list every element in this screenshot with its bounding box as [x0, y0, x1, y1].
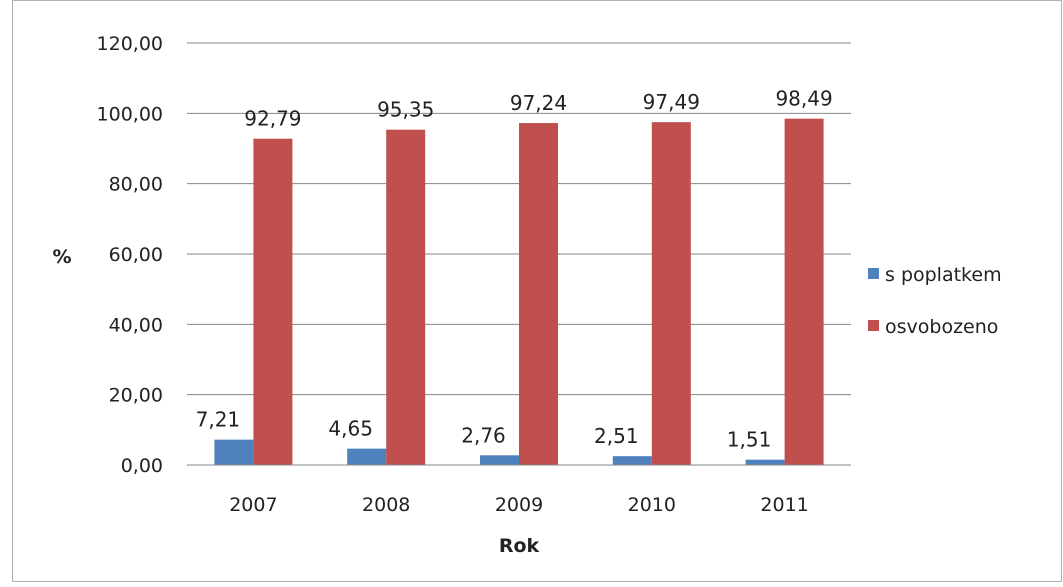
- bar-s-poplatkem-2010: [612, 456, 652, 465]
- bar-osvobozeno-2010: [651, 122, 691, 466]
- data-label: 1,51: [727, 428, 772, 452]
- x-axis-ticks: 2007 2008 2009 2010 2011: [229, 494, 809, 516]
- y-axis-ticks: 0,00 20,00 40,00 60,00 80,00 100,00 120,00: [97, 33, 163, 477]
- bar-s-poplatkem-2011: [745, 459, 785, 465]
- bar-osvobozeno-2007: [253, 138, 293, 465]
- data-label: 95,35: [377, 98, 434, 122]
- y-tick-label: 100,00: [97, 103, 163, 125]
- x-axis-title: Rok: [499, 535, 540, 557]
- data-label: 7,21: [196, 408, 241, 432]
- bar-s-poplatkem-2007: [214, 439, 254, 465]
- bar-osvobozeno-2009: [519, 123, 558, 465]
- data-label: 2,76: [461, 423, 506, 447]
- bar-osvobozeno-2008: [386, 129, 426, 465]
- x-tick-label: 2011: [760, 494, 808, 516]
- y-tick-label: 40,00: [109, 314, 163, 336]
- y-tick-label: 0,00: [121, 455, 163, 477]
- bars: [214, 118, 824, 466]
- data-label: 97,24: [510, 91, 567, 115]
- data-label: 98,49: [775, 87, 832, 111]
- gridlines: [187, 42, 851, 396]
- legend: s poplatkem osvobozeno: [868, 264, 1002, 338]
- data-label: 4,65: [328, 417, 373, 441]
- y-tick-label: 60,00: [109, 244, 163, 266]
- x-tick-label: 2008: [362, 494, 410, 516]
- data-label: 97,49: [643, 90, 700, 114]
- y-tick-label: 20,00: [109, 385, 163, 407]
- bar-s-poplatkem-2009: [480, 455, 519, 465]
- x-tick-label: 2009: [495, 494, 543, 516]
- x-tick-label: 2010: [628, 494, 676, 516]
- y-tick-label: 120,00: [97, 33, 163, 55]
- data-labels: 7,21 92,79 4,65 95,35 2,76 97,24 2,51 97,49 1,51…: [196, 87, 833, 452]
- data-label: 92,79: [244, 107, 301, 131]
- bar-osvobozeno-2011: [784, 118, 824, 466]
- bar-s-poplatkem-2008: [347, 448, 387, 465]
- data-label: 2,51: [594, 424, 639, 448]
- x-tick-label: 2007: [229, 494, 277, 516]
- legend-swatch-s-poplatkem: [868, 268, 879, 279]
- y-axis-title: %: [52, 246, 71, 268]
- legend-swatch-osvobozeno: [868, 320, 879, 331]
- legend-label-s-poplatkem: s poplatkem: [885, 264, 1002, 286]
- legend-label-osvobozeno: osvobozeno: [885, 316, 998, 338]
- y-tick-label: 80,00: [109, 174, 163, 196]
